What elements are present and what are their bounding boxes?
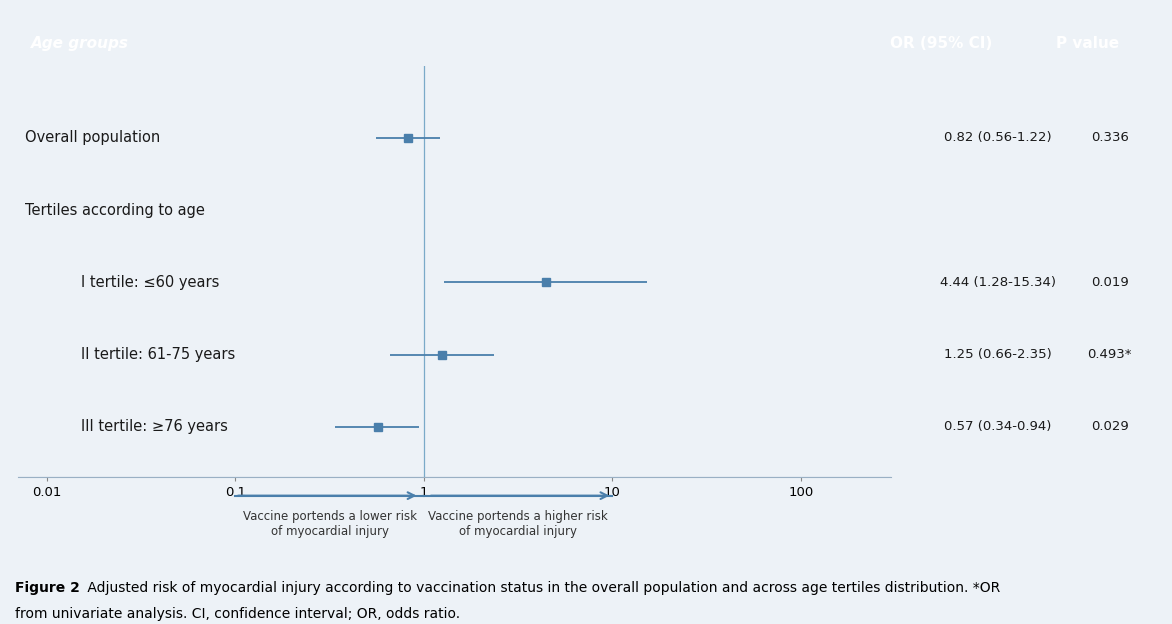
Text: P value: P value xyxy=(1056,36,1119,51)
Text: 1.25 (0.66-2.35): 1.25 (0.66-2.35) xyxy=(943,348,1051,361)
Text: Vaccine portends a higher risk
of myocardial injury: Vaccine portends a higher risk of myocar… xyxy=(428,510,608,539)
Text: Figure 2: Figure 2 xyxy=(15,582,80,595)
Text: 0.029: 0.029 xyxy=(1091,421,1129,433)
Text: 0.019: 0.019 xyxy=(1091,276,1129,289)
Text: OR (95% CI): OR (95% CI) xyxy=(891,36,993,51)
Text: Tertiles according to age: Tertiles according to age xyxy=(25,203,204,218)
Text: Adjusted risk of myocardial injury according to vaccination status in the overal: Adjusted risk of myocardial injury accor… xyxy=(83,582,1001,595)
Text: 4.44 (1.28-15.34): 4.44 (1.28-15.34) xyxy=(940,276,1056,289)
Text: from univariate analysis. CI, confidence interval; OR, odds ratio.: from univariate analysis. CI, confidence… xyxy=(15,607,461,622)
Text: II tertile: 61-75 years: II tertile: 61-75 years xyxy=(81,347,236,362)
Text: III tertile: ≥76 years: III tertile: ≥76 years xyxy=(81,419,229,434)
Text: I tertile: ≤60 years: I tertile: ≤60 years xyxy=(81,275,219,290)
Text: Overall population: Overall population xyxy=(25,130,159,145)
Text: Vaccine portends a lower risk
of myocardial injury: Vaccine portends a lower risk of myocard… xyxy=(243,510,416,539)
Text: 0.336: 0.336 xyxy=(1091,131,1129,144)
Text: 0.82 (0.56-1.22): 0.82 (0.56-1.22) xyxy=(943,131,1051,144)
Text: 0.493*: 0.493* xyxy=(1088,348,1132,361)
Text: 0.57 (0.34-0.94): 0.57 (0.34-0.94) xyxy=(943,421,1051,433)
Text: Age groups: Age groups xyxy=(32,36,129,51)
